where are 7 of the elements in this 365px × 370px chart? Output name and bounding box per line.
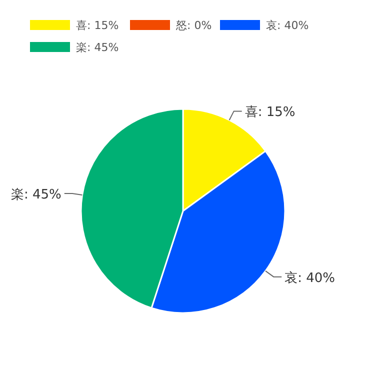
legend-label: 楽: 45% [76, 41, 119, 54]
legend-label: 怒: 0% [175, 19, 212, 32]
slice-label: 楽: 45% [10, 187, 62, 202]
legend-label: 喜: 15% [76, 19, 119, 32]
legend-label: 哀: 40% [266, 19, 309, 32]
slice-label: 哀: 40% [284, 270, 336, 286]
slice-label: 喜: 15% [244, 105, 296, 120]
